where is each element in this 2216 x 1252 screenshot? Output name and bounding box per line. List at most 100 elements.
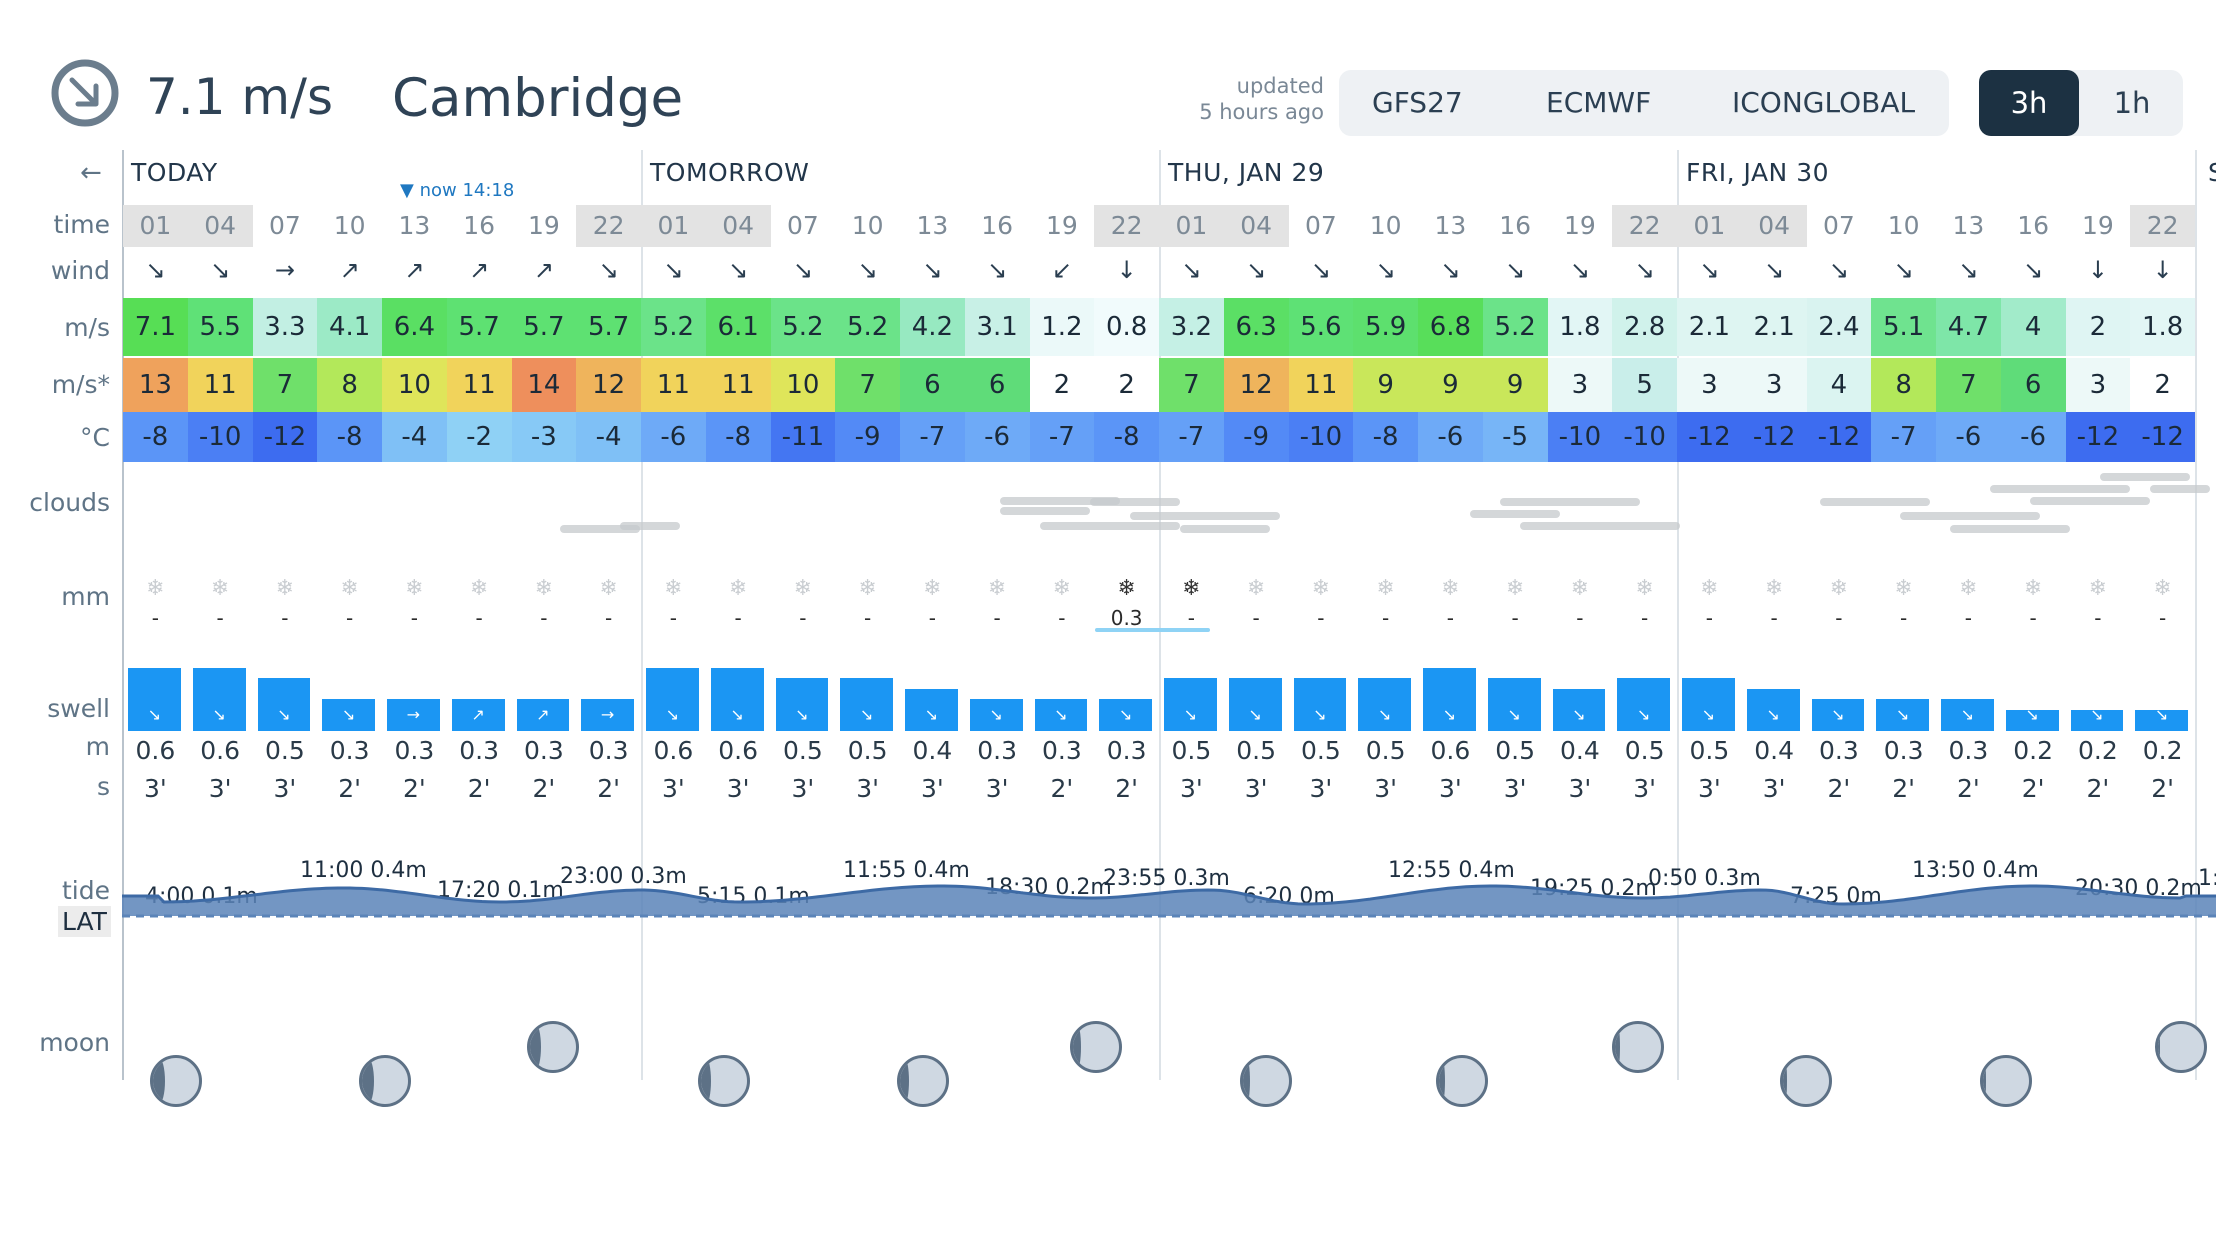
time-cell: 07	[786, 211, 819, 240]
cloud-shape	[1820, 498, 1930, 506]
row-label-tide: tide	[62, 876, 110, 905]
snow-icon: ❄	[1959, 576, 1978, 601]
swell-height-value: 0.5	[1624, 736, 1665, 765]
wind-direction-arrow-icon: ↗	[533, 256, 554, 284]
swell-period-value: 3'	[1503, 774, 1527, 803]
swell-period-value: 2'	[1115, 774, 1139, 803]
swell-direction-arrow-icon: ↘	[2025, 705, 2039, 724]
day-label: FRI, JAN 30	[1686, 158, 1830, 187]
updated-label: updated	[1236, 74, 1324, 98]
day-label: S	[2208, 158, 2216, 187]
temperature-cell: -7	[1029, 412, 1095, 462]
wind-speed-cell: 6.4	[382, 298, 447, 356]
swell-period-value: 3'	[1374, 774, 1398, 803]
snow-icon: ❄	[405, 576, 424, 601]
model-button-iconglobal[interactable]: ICONGLOBAL	[1732, 86, 1916, 119]
cloud-shape	[560, 525, 640, 533]
swell-height-value: 0.2	[2142, 736, 2183, 765]
swell-bar	[1099, 699, 1152, 731]
precip-value: -	[1641, 606, 1649, 630]
swell-period-value: 3'	[1568, 774, 1592, 803]
precip-value: -	[2094, 606, 2102, 630]
swell-direction-arrow-icon: ↘	[212, 705, 226, 724]
swell-period-value: 2'	[467, 774, 491, 803]
swell-period-value: 2'	[1892, 774, 1916, 803]
time-cell: 16	[1499, 211, 1532, 240]
time-cell: 13	[1952, 211, 1985, 240]
moon-shadow	[1439, 1058, 1445, 1104]
swell-bar	[1228, 678, 1282, 731]
wind-gust-cell: 11	[1288, 358, 1354, 412]
row-label-precipitation: mm	[61, 582, 110, 611]
moon-phase-icon	[359, 1055, 411, 1107]
swell-bar	[1617, 678, 1670, 731]
wind-gust-cell: 11	[187, 358, 253, 412]
mode-button-3h[interactable]: 3h	[1979, 70, 2079, 136]
wind-direction-arrow-icon: ↘	[1375, 256, 1396, 284]
snow-icon: ❄	[1829, 576, 1849, 601]
back-arrow-button[interactable]: ←	[80, 158, 102, 188]
moon-phase-icon	[2155, 1021, 2207, 1073]
wind-speed-cell: 4.7	[1936, 298, 2001, 356]
wind-gust-cell: 11	[446, 358, 512, 412]
tide-label: 1:4	[2198, 866, 2216, 891]
precip-value: -	[1835, 606, 1843, 630]
time-cell: 10	[1887, 211, 1920, 240]
time-cell: 04	[187, 205, 253, 247]
temperature-cell: -4	[576, 412, 641, 462]
swell-direction-arrow-icon: ↘	[989, 705, 1003, 724]
wind-speed-cell: 5.2	[770, 298, 836, 356]
snow-icon: ❄	[599, 576, 618, 601]
wind-speed-cell: 2.8	[1612, 298, 1677, 356]
lat-label: LAT	[58, 906, 111, 937]
swell-direction-arrow-icon: ↘	[2154, 705, 2169, 724]
temperature-cell: -2	[446, 412, 512, 462]
wind-gust-cell: 12	[576, 358, 641, 412]
wind-direction-arrow-icon: ↓	[1116, 256, 1137, 284]
location-name: Cambridge	[392, 68, 684, 129]
wind-speed-cell: 4.1	[317, 298, 382, 356]
day-label: TODAY	[131, 158, 218, 187]
cloud-shape	[2030, 497, 2150, 505]
swell-height-value: 0.3	[1818, 736, 1859, 765]
temperature-cell: -6	[964, 412, 1030, 462]
snow-icon: ❄	[1246, 576, 1266, 601]
swell-period-value: 3'	[1438, 774, 1462, 803]
swell-bar	[451, 699, 505, 731]
temperature-cell: -6	[2000, 412, 2066, 462]
wind-speed-cell: 5.9	[1353, 298, 1418, 356]
moon-phase-icon	[897, 1055, 949, 1107]
temperature-cell: -12	[2130, 412, 2195, 462]
wind-direction-arrow-icon: ↗	[339, 256, 360, 284]
now-marker: ▼ now 14:18	[400, 180, 514, 201]
wind-direction-arrow-icon: ↘	[663, 256, 684, 284]
tide-label: 23:55 0.3m	[1103, 866, 1230, 891]
model-button-ecmwf[interactable]: ECMWF	[1546, 86, 1652, 119]
moon-shadow	[153, 1058, 165, 1104]
precip-value: -	[1058, 606, 1066, 630]
precip-value: -	[281, 606, 289, 630]
temperature-cell: -8	[1353, 412, 1418, 462]
swell-height-value: 0.3	[588, 736, 629, 765]
precip-value: -	[1705, 606, 1713, 630]
snow-icon: ❄	[664, 576, 683, 601]
wind-direction-arrow-icon: →	[274, 256, 295, 284]
wind-speed-cell: 5.1	[1871, 298, 1936, 356]
time-cell: 22	[1094, 205, 1159, 247]
swell-direction-arrow-icon: ↘	[277, 705, 291, 724]
wind-gust-cell: 2	[2130, 358, 2195, 412]
swell-bar	[387, 699, 440, 731]
mode-button-1h[interactable]: 1h	[2113, 86, 2151, 120]
temperature-cell: -8	[317, 412, 382, 462]
snow-icon: ❄	[1635, 576, 1654, 601]
precip-value: -	[346, 606, 354, 630]
time-cell: 04	[1741, 205, 1807, 247]
tide-chart	[122, 884, 2216, 918]
swell-direction-arrow-icon: ↘	[859, 705, 874, 724]
swell-height-value: 0.5	[847, 736, 888, 765]
swell-bar	[840, 678, 893, 731]
precip-value: -	[993, 606, 1001, 630]
snow-icon: ❄	[275, 576, 295, 601]
model-button-gfs27[interactable]: GFS27	[1372, 86, 1463, 119]
time-cell: 13	[916, 211, 949, 240]
